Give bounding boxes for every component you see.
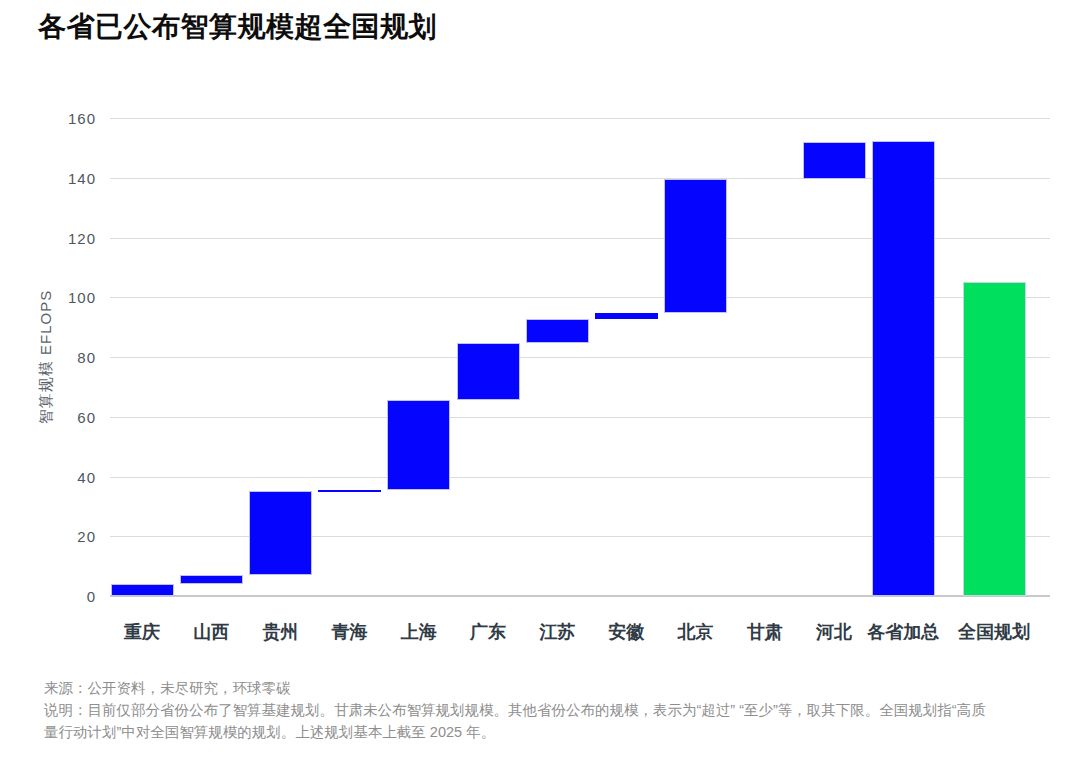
x-label-anhui: 安徽 [608, 620, 644, 644]
y-tick-label-0: 0 [30, 588, 96, 605]
x-label-chongqing: 重庆 [124, 620, 160, 644]
bar-guizhou [249, 491, 312, 575]
x-label-shanghai: 上海 [401, 620, 437, 644]
y-tick-label-40: 40 [30, 468, 96, 485]
y-tick-label-140: 140 [30, 169, 96, 186]
bar-guangdong [457, 343, 520, 400]
method-note-line2: 量行动计划”中对全国智算规模的规划。上述规划基本上截至 2025 年。 [44, 721, 986, 743]
bar-national-plan [963, 282, 1026, 596]
x-label-shanxi: 山西 [193, 620, 229, 644]
method-note-line1: 说明：目前仅部分省份公布了智算基建规划。甘肃未公布智算规划规模。其他省份公布的规… [44, 699, 986, 721]
y-tick-label-100: 100 [30, 289, 96, 306]
bar-chongqing [111, 584, 174, 596]
bar-anhui [595, 313, 658, 319]
x-label-beijing: 北京 [678, 620, 714, 644]
y-tick-label-120: 120 [30, 229, 96, 246]
gridline-160 [110, 118, 1050, 119]
bar-qinghai [318, 490, 381, 492]
y-tick-label-80: 80 [30, 349, 96, 366]
y-tick-label-160: 160 [30, 110, 96, 127]
bar-hebei [803, 142, 866, 179]
x-label-hebei: 河北 [816, 620, 852, 644]
bar-beijing [664, 179, 727, 313]
x-label-qinghai: 青海 [332, 620, 368, 644]
footnotes: 来源：公开资料，未尽研究，环球零碳 说明：目前仅部分省份公布了智算基建规划。甘肃… [44, 677, 986, 743]
x-label-national-plan: 全国规划 [958, 620, 1030, 644]
x-label-jiangsu: 江苏 [539, 620, 575, 644]
bar-shanghai [387, 400, 450, 490]
x-label-total: 各省加总 [867, 620, 939, 644]
source-note: 来源：公开资料，未尽研究，环球零碳 [44, 677, 986, 699]
y-tick-label-20: 20 [30, 528, 96, 545]
bar-total [872, 141, 935, 596]
report-page: 各省已公布智算规模超全国规划 智算规模 EFLOPS 0204060801001… [0, 0, 1080, 767]
x-label-guangdong: 广东 [470, 620, 506, 644]
x-label-gansu: 甘肃 [747, 620, 783, 644]
y-tick-label-60: 60 [30, 408, 96, 425]
bar-shanxi [180, 575, 243, 584]
waterfall-chart: 智算规模 EFLOPS 020406080100120140160重庆山西贵州青… [0, 0, 1080, 660]
bar-jiangsu [526, 319, 589, 343]
x-label-guizhou: 贵州 [262, 620, 298, 644]
